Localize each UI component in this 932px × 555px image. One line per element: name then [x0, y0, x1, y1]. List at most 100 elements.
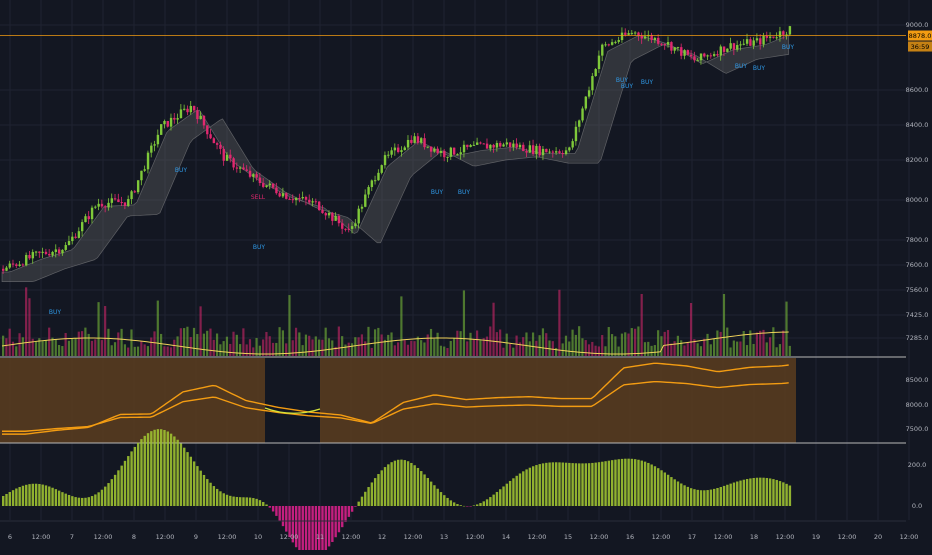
- candle[interactable]: [143, 169, 146, 171]
- candle[interactable]: [278, 193, 281, 197]
- candle[interactable]: [235, 167, 239, 169]
- candle[interactable]: [239, 167, 242, 169]
- candle[interactable]: [466, 144, 469, 147]
- candle[interactable]: [436, 148, 439, 153]
- candle[interactable]: [555, 151, 558, 153]
- candle[interactable]: [255, 174, 258, 178]
- candle[interactable]: [673, 47, 676, 51]
- candle[interactable]: [739, 44, 742, 46]
- candle[interactable]: [634, 32, 637, 34]
- candle[interactable]: [133, 191, 137, 193]
- candle[interactable]: [574, 126, 578, 142]
- candle[interactable]: [699, 53, 703, 61]
- candle[interactable]: [150, 145, 153, 153]
- candle[interactable]: [719, 46, 722, 56]
- candle[interactable]: [262, 183, 265, 187]
- candle[interactable]: [617, 40, 620, 42]
- candle[interactable]: [81, 222, 84, 232]
- candle[interactable]: [433, 148, 436, 152]
- candle[interactable]: [281, 193, 285, 197]
- candle[interactable]: [146, 152, 150, 170]
- candle[interactable]: [189, 105, 193, 113]
- candle[interactable]: [321, 210, 324, 214]
- candle[interactable]: [452, 147, 456, 155]
- candle[interactable]: [456, 154, 459, 156]
- candle[interactable]: [663, 44, 667, 46]
- candle[interactable]: [782, 31, 785, 35]
- candle[interactable]: [229, 154, 232, 159]
- candle[interactable]: [314, 201, 318, 203]
- candle[interactable]: [387, 154, 390, 156]
- candle[interactable]: [15, 264, 18, 266]
- candle[interactable]: [245, 169, 248, 171]
- candle[interactable]: [354, 223, 357, 227]
- candle[interactable]: [107, 202, 110, 208]
- candle[interactable]: [531, 145, 535, 154]
- candle[interactable]: [406, 139, 410, 148]
- candle[interactable]: [2, 268, 5, 271]
- candle[interactable]: [364, 194, 367, 207]
- candle[interactable]: [680, 47, 683, 56]
- candle[interactable]: [752, 40, 755, 46]
- candle[interactable]: [472, 144, 476, 146]
- oscillator-pane[interactable]: [0, 429, 906, 555]
- candle[interactable]: [653, 37, 657, 40]
- candle[interactable]: [183, 108, 186, 110]
- candle[interactable]: [222, 148, 225, 161]
- candle[interactable]: [294, 198, 298, 201]
- candle[interactable]: [696, 60, 699, 62]
- candle[interactable]: [318, 201, 321, 211]
- candle[interactable]: [716, 54, 719, 56]
- candle[interactable]: [173, 117, 176, 120]
- candle[interactable]: [225, 154, 229, 161]
- candle[interactable]: [400, 150, 403, 153]
- candle[interactable]: [538, 145, 541, 156]
- candle[interactable]: [587, 90, 591, 97]
- candle[interactable]: [558, 151, 561, 154]
- candle[interactable]: [709, 55, 713, 57]
- candle[interactable]: [298, 198, 301, 200]
- candle[interactable]: [591, 76, 594, 91]
- candle[interactable]: [367, 187, 370, 195]
- candle[interactable]: [8, 263, 11, 268]
- candle[interactable]: [393, 147, 397, 151]
- candle[interactable]: [301, 197, 304, 199]
- candle[interactable]: [686, 50, 690, 55]
- candle[interactable]: [252, 174, 255, 177]
- candle[interactable]: [676, 47, 680, 49]
- candle[interactable]: [749, 39, 752, 46]
- candle[interactable]: [429, 146, 433, 152]
- candle[interactable]: [755, 38, 759, 41]
- candle[interactable]: [271, 183, 275, 188]
- candle[interactable]: [258, 177, 262, 184]
- candle[interactable]: [729, 43, 732, 49]
- candle[interactable]: [416, 136, 420, 143]
- candle[interactable]: [485, 143, 489, 149]
- candle[interactable]: [163, 120, 166, 125]
- candle[interactable]: [732, 43, 736, 50]
- candle[interactable]: [44, 251, 48, 254]
- candle[interactable]: [357, 208, 360, 224]
- candle[interactable]: [449, 147, 453, 157]
- candle[interactable]: [285, 193, 288, 199]
- candle[interactable]: [28, 255, 31, 259]
- candle[interactable]: [499, 143, 502, 147]
- candle[interactable]: [186, 108, 189, 113]
- candle[interactable]: [64, 245, 67, 250]
- candle[interactable]: [21, 264, 25, 266]
- candle[interactable]: [462, 144, 466, 153]
- candle[interactable]: [100, 203, 104, 207]
- candle[interactable]: [377, 172, 380, 181]
- candle[interactable]: [545, 148, 548, 153]
- candle[interactable]: [775, 37, 778, 39]
- bands-pane[interactable]: [0, 356, 906, 443]
- candle[interactable]: [765, 35, 769, 38]
- candle[interactable]: [489, 144, 492, 149]
- candle[interactable]: [113, 198, 117, 200]
- candle[interactable]: [689, 54, 693, 57]
- candle[interactable]: [304, 197, 308, 200]
- candle[interactable]: [512, 143, 515, 147]
- candle[interactable]: [215, 143, 219, 145]
